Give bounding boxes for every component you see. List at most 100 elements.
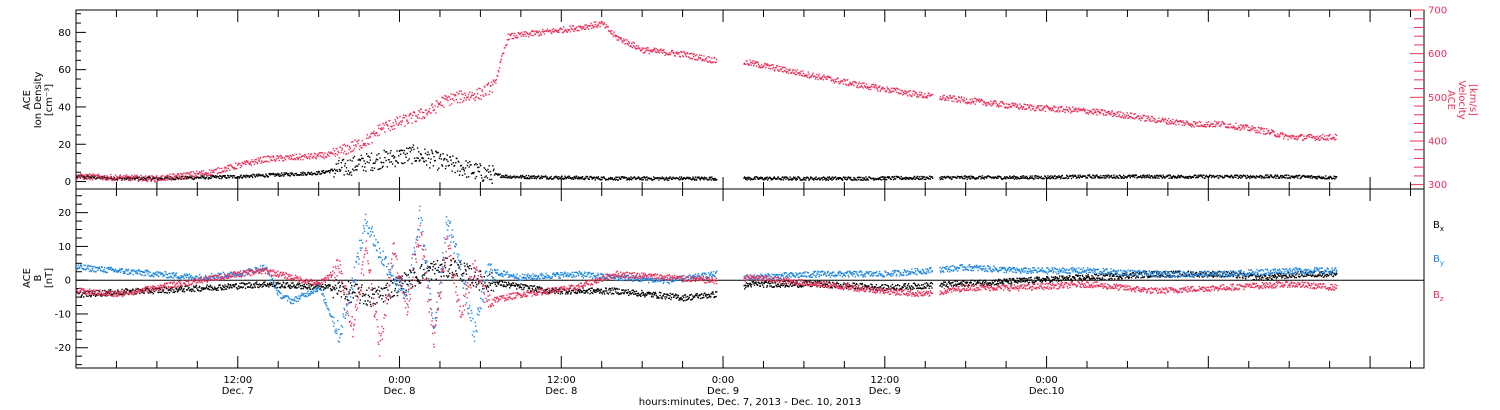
data-point: [200, 290, 202, 292]
data-point: [830, 178, 832, 180]
data-point: [974, 103, 976, 105]
data-point: [645, 49, 647, 51]
data-point: [276, 287, 278, 289]
data-point: [105, 291, 108, 293]
data-point: [941, 178, 943, 180]
data-point: [264, 160, 267, 163]
data-point: [93, 293, 96, 295]
data-point: [377, 125, 379, 127]
data-point: [448, 268, 450, 270]
data-point: [119, 174, 122, 176]
data-point: [97, 289, 99, 292]
data-point: [688, 53, 691, 55]
data-point: [600, 176, 603, 178]
data-point: [788, 178, 791, 180]
data-point: [78, 292, 81, 295]
data-point: [324, 172, 326, 174]
data-point: [1146, 119, 1148, 122]
data-point: [907, 177, 909, 180]
data-point: [668, 179, 670, 181]
data-point: [870, 85, 872, 88]
data-point: [1104, 177, 1107, 179]
data-point: [385, 159, 387, 162]
data-point: [654, 51, 657, 53]
data-point: [761, 67, 763, 69]
data-point: [257, 286, 259, 288]
data-point: [387, 128, 390, 130]
data-point: [750, 64, 752, 66]
data-point: [996, 177, 998, 179]
data-point: [1334, 139, 1336, 141]
data-point: [315, 158, 317, 160]
data-point: [999, 176, 1002, 178]
data-point: [517, 36, 519, 39]
data-point: [351, 292, 353, 295]
data-point: [76, 175, 78, 177]
data-point: [254, 176, 257, 178]
data-point: [1062, 110, 1064, 112]
data-point: [480, 174, 482, 176]
data-point: [581, 176, 584, 178]
data-point: [461, 101, 464, 103]
data-point: [1132, 175, 1135, 178]
data-point: [618, 176, 620, 178]
data-point: [137, 287, 139, 290]
data-point: [297, 158, 299, 161]
data-point: [594, 176, 596, 179]
data-point: [363, 294, 366, 297]
data-point: [1293, 137, 1295, 140]
data-point: [1163, 120, 1165, 123]
data-point: [1012, 102, 1014, 104]
data-point: [501, 175, 504, 177]
data-point: [466, 164, 469, 167]
data-point: [281, 284, 283, 286]
data-point: [203, 287, 205, 289]
data-point: [258, 159, 260, 161]
velocity-label-line1: ACE: [1445, 90, 1456, 110]
data-point: [338, 157, 341, 159]
data-point: [276, 283, 278, 285]
data-point: [889, 90, 891, 92]
data-point: [445, 165, 447, 167]
data-point: [537, 176, 539, 178]
data-point: [1313, 135, 1315, 138]
data-point: [198, 285, 201, 288]
data-point: [346, 173, 348, 175]
data-point: [1249, 175, 1252, 177]
data-point: [405, 289, 407, 291]
data-point: [981, 176, 983, 179]
data-point: [776, 178, 778, 180]
data-point: [463, 168, 465, 170]
data-point: [1327, 139, 1329, 141]
data-point: [849, 178, 851, 180]
data-point: [885, 179, 888, 181]
data-point: [160, 177, 162, 179]
data-point: [975, 100, 977, 102]
data-point: [958, 95, 960, 98]
data-point: [770, 68, 772, 70]
data-point: [1212, 125, 1214, 128]
data-point: [939, 178, 942, 181]
data-point: [369, 159, 371, 161]
data-point: [768, 67, 770, 69]
data-point: [208, 169, 211, 171]
data-point: [91, 174, 93, 176]
data-point: [1021, 106, 1023, 108]
data-point: [173, 291, 175, 293]
data-point: [181, 177, 183, 180]
data-point: [410, 117, 413, 120]
data-point: [998, 103, 1000, 105]
data-point: [1152, 120, 1154, 122]
data-point: [583, 178, 586, 181]
data-point: [631, 179, 633, 181]
data-point: [241, 161, 243, 164]
data-point: [91, 179, 94, 181]
data-point: [348, 291, 350, 293]
data-point: [507, 33, 509, 35]
data-point: [363, 144, 365, 146]
data-point: [1059, 176, 1061, 178]
b-tick-label: -10: [55, 309, 71, 320]
data-point: [1268, 132, 1270, 134]
data-point: [828, 176, 831, 178]
